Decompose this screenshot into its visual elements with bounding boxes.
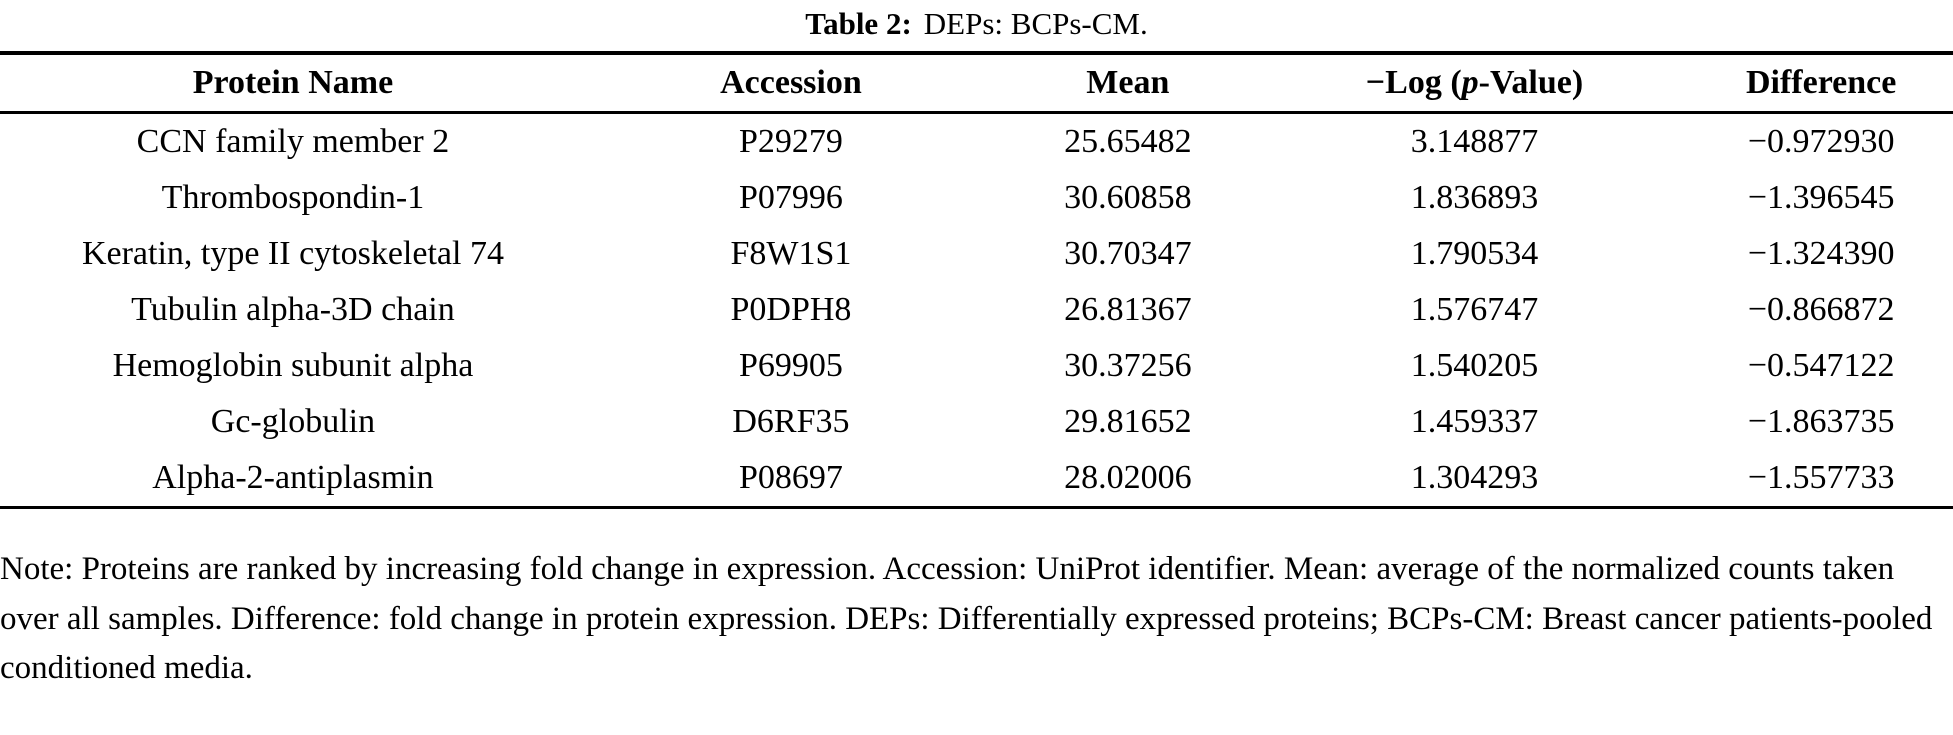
log-p-value-cell: 1.790534: [1410, 235, 1539, 272]
log-p-value-cell: 1.459337: [1410, 403, 1539, 440]
difference-cell: −1.324390: [1747, 235, 1895, 272]
difference-cell: −1.863735: [1747, 403, 1895, 440]
log-p-value-cell: 3.148877: [1410, 123, 1539, 160]
mean-cell: 26.81367: [1064, 291, 1192, 328]
difference-cell: −1.557733: [1747, 459, 1895, 496]
accession-cell: D6RF35: [732, 403, 850, 440]
protein-name-cell: CCN family member 2: [136, 123, 450, 160]
table-row: Alpha-2-antiplasmin P08697 28.02006 1.30…: [0, 450, 1953, 508]
log-p-value-cell: 1.304293: [1410, 459, 1539, 496]
mean-cell: 29.81652: [1064, 403, 1192, 440]
table-note: Note: Proteins are ranked by increasing …: [0, 551, 1933, 686]
log-p-value-cell: 1.540205: [1410, 347, 1539, 384]
difference-cell: −0.972930: [1747, 123, 1895, 160]
table-caption-text: DEPs: BCPs-CM.: [923, 6, 1148, 41]
log-p-value-italic-p: p: [1461, 64, 1479, 101]
log-p-value-suffix: -Value): [1478, 64, 1584, 101]
table-row: Tubulin alpha-3D chain P0DPH8 26.81367 1…: [0, 282, 1953, 338]
mean-cell: 30.70347: [1064, 235, 1192, 272]
difference-cell: −0.547122: [1747, 347, 1895, 384]
mean-cell: 28.02006: [1064, 459, 1192, 496]
log-p-value-cell: 1.836893: [1410, 179, 1539, 216]
table-row: CCN family member 2 P29279 25.65482 3.14…: [0, 113, 1953, 171]
deps-table: Protein Name Accession Mean −Log (p-Valu…: [0, 51, 1953, 509]
protein-name-cell: Gc-globulin: [210, 403, 376, 440]
table-caption-label: Table 2:: [805, 6, 912, 41]
mean-cell: 30.60858: [1064, 179, 1192, 216]
table-header-row: Protein Name Accession Mean −Log (p-Valu…: [0, 53, 1953, 114]
accession-cell: P69905: [738, 347, 843, 384]
accession-cell: F8W1S1: [730, 235, 852, 272]
mean-cell: 30.37256: [1064, 347, 1192, 384]
column-header-log-p-value: −Log (p-Value): [1259, 53, 1690, 114]
protein-name-cell: Alpha-2-antiplasmin: [152, 459, 434, 496]
table-row: Keratin, type II cytoskeletal 74 F8W1S1 …: [0, 226, 1953, 282]
difference-cell: −0.866872: [1747, 291, 1895, 328]
protein-name-cell: Keratin, type II cytoskeletal 74: [81, 235, 504, 272]
table-row: Thrombospondin-1 P07996 30.60858 1.83689…: [0, 170, 1953, 226]
difference-cell: −1.396545: [1747, 179, 1895, 216]
column-header-accession: Accession: [585, 53, 997, 114]
column-header-difference: Difference: [1689, 53, 1953, 114]
log-p-value-cell: 1.576747: [1410, 291, 1539, 328]
column-header-protein-name: Protein Name: [0, 53, 586, 114]
accession-cell: P0DPH8: [730, 291, 852, 328]
protein-name-cell: Thrombospondin-1: [161, 179, 425, 216]
accession-cell: P29279: [738, 123, 843, 160]
protein-name-cell: Hemoglobin subunit alpha: [112, 347, 474, 384]
table-row: Hemoglobin subunit alpha P69905 30.37256…: [0, 338, 1953, 394]
table-row: Gc-globulin D6RF35 29.81652 1.459337 −1.…: [0, 394, 1953, 450]
mean-cell: 25.65482: [1064, 123, 1192, 160]
protein-name-cell: Tubulin alpha-3D chain: [131, 291, 455, 328]
log-p-value-prefix: −Log (: [1365, 64, 1462, 101]
accession-cell: P07996: [738, 179, 843, 216]
accession-cell: P08697: [738, 459, 843, 496]
column-header-mean: Mean: [996, 53, 1260, 114]
table-caption: Table 2: DEPs: BCPs-CM.: [0, 0, 1953, 42]
